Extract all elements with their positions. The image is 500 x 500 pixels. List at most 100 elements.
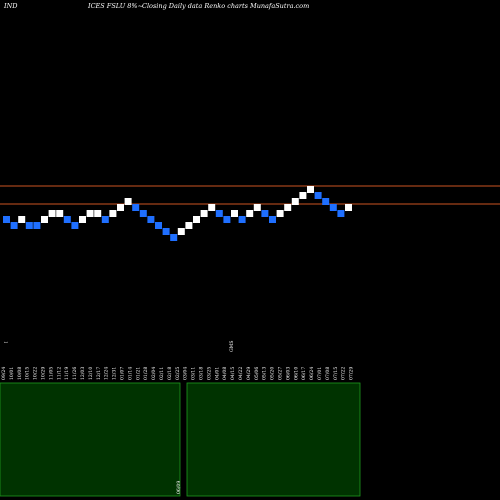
- renko-brick-down: [71, 222, 79, 229]
- x-tick-label: 03/18: [199, 367, 205, 380]
- side-label-left: ꟷ: [4, 341, 8, 346]
- x-tick-label: 02/04: [151, 367, 157, 380]
- renko-brick-down: [215, 210, 223, 217]
- x-tick-label: 12/24: [104, 367, 110, 380]
- x-tick-label: 04/08: [222, 367, 228, 380]
- renko-brick-up: [86, 210, 94, 217]
- renko-brick-down: [269, 216, 276, 223]
- renko-brick-down: [33, 222, 41, 229]
- renko-brick-up: [291, 198, 299, 205]
- renko-brick-up: [124, 198, 132, 205]
- renko-brick-down: [261, 210, 269, 217]
- renko-brick-down: [3, 216, 10, 223]
- x-tick-label: 07/01: [317, 367, 323, 380]
- x-tick-label: 07/08: [325, 367, 331, 380]
- x-tick-label: 06/17: [301, 367, 307, 380]
- header-right: Closing Daily data Renko charts MunafaSu…: [142, 2, 309, 10]
- renko-brick-down: [25, 222, 33, 229]
- renko-brick-down: [238, 216, 246, 223]
- x-tick-label: 02/25: [175, 367, 181, 380]
- x-tick-label: 05/20: [270, 367, 276, 380]
- x-tick-label: 07/29: [349, 367, 355, 380]
- x-tick-label: 05/06: [254, 367, 260, 380]
- renko-brick-down: [139, 210, 147, 217]
- x-tick-label: 12/31: [112, 367, 118, 380]
- x-tick-label: 01/21: [135, 367, 141, 380]
- x-tick-label: 03/25: [206, 367, 212, 380]
- header-left: IND: [3, 2, 18, 10]
- x-tick-label: 10/15: [25, 367, 31, 380]
- volume-panel: [0, 382, 181, 497]
- renko-brick-up: [276, 210, 284, 217]
- x-tick-label: 10/29: [41, 367, 47, 380]
- renko-brick-down: [314, 192, 322, 199]
- x-tick-label: 10/08: [17, 367, 23, 380]
- x-tick-label: 05/27: [278, 367, 284, 380]
- renko-brick-up: [253, 204, 261, 211]
- renko-brick-up: [48, 210, 56, 217]
- renko-brick-up: [56, 210, 64, 217]
- renko-brick-up: [193, 216, 200, 223]
- x-tick-label: 01/14: [127, 367, 133, 380]
- renko-brick-down: [329, 204, 337, 211]
- renko-brick-up: [208, 204, 216, 211]
- x-tick-label: 04/15: [230, 367, 236, 380]
- renko-brick-up: [79, 216, 86, 223]
- renko-brick-down: [147, 216, 155, 223]
- x-tick-label: 03/04: [183, 367, 189, 380]
- renko-brick-up: [41, 216, 48, 223]
- x-tick-label: 06/10: [293, 367, 299, 380]
- x-tick-label: 11/12: [56, 367, 62, 380]
- renko-brick-up: [200, 210, 208, 217]
- renko-brick-down: [162, 228, 170, 235]
- renko-brick-up: [299, 192, 307, 199]
- x-tick-label: 07/22: [341, 367, 347, 380]
- renko-brick-up: [18, 216, 26, 223]
- x-tick-label: 12/03: [80, 367, 86, 380]
- x-tick-label: 12/17: [96, 367, 102, 380]
- side-label-mid: GMS: [229, 340, 235, 352]
- renko-bricks: [3, 186, 352, 241]
- x-tick-label: 04/01: [214, 367, 220, 380]
- volume-panel: [186, 382, 361, 497]
- renko-brick-up: [117, 204, 124, 211]
- x-tick-label: 07/15: [333, 367, 339, 380]
- reference-lines: [0, 185, 500, 205]
- x-tick-label: 04/29: [246, 367, 252, 380]
- x-tick-label: 06/24: [309, 367, 315, 380]
- x-tick-label: 01/07: [120, 367, 126, 380]
- renko-brick-down: [170, 234, 178, 241]
- x-tick-label: 11/05: [48, 367, 54, 380]
- x-tick-label: 10/01: [9, 367, 15, 380]
- renko-brick-up: [231, 210, 238, 217]
- renko-brick-up: [109, 210, 117, 217]
- renko-brick-down: [10, 222, 18, 229]
- renko-brick-down: [132, 204, 140, 211]
- renko-brick-down: [337, 210, 345, 217]
- renko-brick-up: [307, 186, 314, 193]
- x-tick-label: 11/26: [72, 367, 78, 380]
- renko-brick-down: [101, 216, 109, 223]
- x-tick-label: 03/11: [191, 367, 197, 380]
- renko-brick-up: [246, 210, 254, 217]
- renko-brick-up: [345, 204, 352, 211]
- x-tick-label: 05/13: [262, 367, 268, 380]
- x-tick-label: 02/11: [159, 367, 165, 380]
- x-tick-label: 09/24: [1, 367, 7, 380]
- renko-brick-down: [155, 222, 162, 229]
- volume-panels: [0, 382, 361, 497]
- renko-brick-down: [223, 216, 231, 223]
- x-tick-label: 06/03: [285, 367, 291, 380]
- x-tick-label: 04/22: [238, 367, 244, 380]
- renko-brick-up: [94, 210, 102, 217]
- x-axis-tick-labels: 09/24 10/01 10/08 10/15 10/22 10/29 11/05 11/12…: [1, 367, 355, 380]
- volume-side-label: 06/09: [176, 481, 182, 494]
- renko-brick-up: [177, 228, 185, 235]
- x-tick-label: 10/22: [33, 367, 39, 380]
- renko-brick-up: [284, 204, 292, 211]
- x-tick-label: 01/28: [143, 367, 149, 380]
- x-tick-label: 12/10: [88, 367, 94, 380]
- renko-brick-up: [185, 222, 193, 229]
- renko-brick-down: [63, 216, 71, 223]
